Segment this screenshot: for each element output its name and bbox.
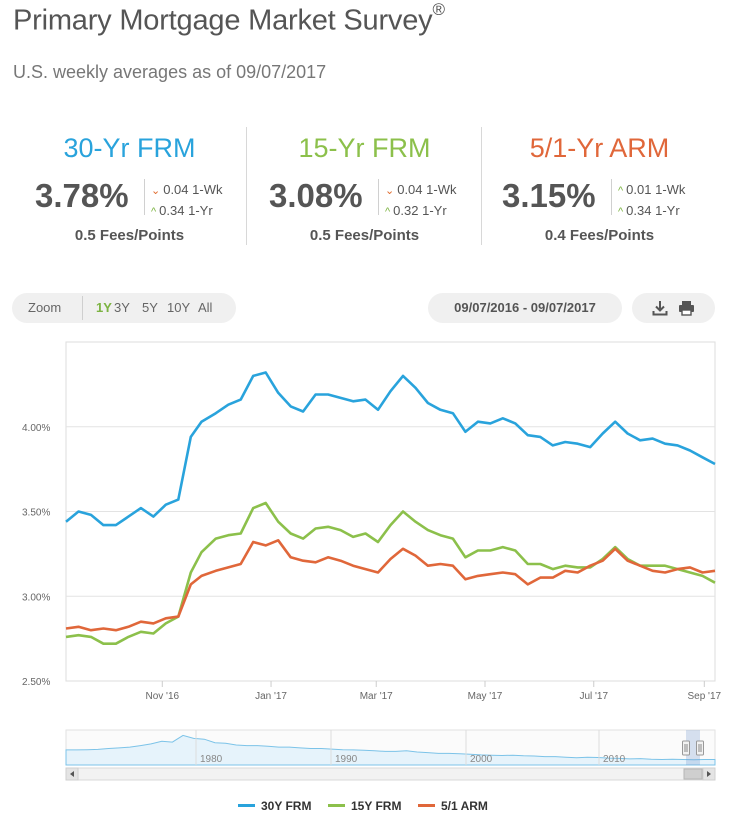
navigator-tick-label: 2010: [603, 754, 626, 765]
zoom-1y-button[interactable]: 1Y: [96, 300, 112, 315]
chart-grid: [65, 341, 716, 687]
zoom-divider: [82, 296, 83, 320]
x-tick-label: Jul '17: [579, 691, 608, 702]
chevron-up-icon: ^: [618, 185, 624, 197]
rate-changes: ^ 0.01 1-Wk ^ 0.34 1-Yr: [618, 180, 685, 222]
change-1yr-text: 0.34 1-Yr: [159, 203, 213, 218]
zoom-label: Zoom: [28, 300, 62, 315]
navigator-tick-label: 1990: [335, 754, 358, 765]
rate-divider: [144, 179, 145, 215]
navigator-tick-label: 2000: [470, 754, 493, 765]
y-tick-label: 4.00%: [22, 423, 50, 434]
chevron-up-icon: ^: [151, 206, 157, 218]
page-title: Primary Mortgage Market Survey®: [13, 0, 445, 38]
rate-card-separator: [246, 127, 247, 245]
change-1wk: ^ 0.01 1-Wk: [618, 180, 685, 201]
rate-card-5-1-arm: 5/1-Yr ARM 3.15% ^ 0.01 1-Wk ^ 0.34 1-Yr 0…: [483, 127, 716, 245]
chevron-down-icon: ⌄: [385, 185, 395, 197]
registered-mark: ®: [432, 0, 445, 19]
rate-value: 3.78%: [35, 177, 129, 214]
x-tick-label: May '17: [468, 691, 503, 702]
legend-label: 30Y FRM: [261, 799, 312, 813]
change-1yr: ^ 0.34 1-Yr: [618, 201, 685, 222]
download-icon[interactable]: [652, 300, 668, 316]
chevron-right-icon: [707, 771, 711, 777]
change-1wk-text: 0.01 1-Wk: [626, 182, 686, 197]
chart-legend: 30Y FRM 15Y FRM 5/1 ARM: [0, 795, 745, 819]
y-tick-label: 2.50%: [22, 677, 50, 688]
rate-value: 3.08%: [269, 177, 363, 214]
series-line-5-1-arm: [65, 539, 716, 632]
date-range-display[interactable]: 09/07/2016 - 09/07/2017: [428, 293, 622, 323]
series-line-30y-frm: [65, 371, 716, 527]
navigator-handle[interactable]: [682, 740, 690, 756]
navigator-selection[interactable]: [686, 730, 700, 765]
legend-item-30y-frm[interactable]: 30Y FRM: [238, 799, 311, 813]
chevron-down-icon: ⌄: [151, 185, 161, 197]
change-1yr: ^ 0.34 1-Yr: [151, 201, 222, 222]
page-subtitle: U.S. weekly averages as of 09/07/2017: [13, 62, 327, 82]
legend-item-15y-frm[interactable]: 15Y FRM: [328, 799, 401, 813]
x-tick-label: Jan '17: [255, 691, 287, 702]
zoom-selector: Zoom 1Y 3Y 5Y 10Y All: [12, 293, 236, 323]
legend-swatch: [418, 804, 435, 808]
rate-fees: 0.5 Fees/Points: [74, 227, 185, 244]
change-1yr-text: 0.34 1-Yr: [626, 203, 680, 218]
x-axis-labels: Nov '16 Jan '17 Mar '17 May '17 Jul '17 Sep '…: [145, 691, 721, 702]
change-1wk-text: 0.04 1-Wk: [397, 182, 457, 197]
x-tick-label: Sep '17: [687, 691, 721, 702]
rate-fees: 0.5 Fees/Points: [309, 227, 420, 244]
legend-label: 15Y FRM: [351, 799, 402, 813]
page-title-text: Primary Mortgage Market Survey: [13, 4, 433, 37]
rate-card-30yr-frm: 30-Yr FRM 3.78% ⌄ 0.04 1-Wk ^ 0.34 1-Yr 0.…: [13, 127, 246, 245]
y-tick-label: 3.50%: [22, 508, 50, 519]
chevron-left-icon: [70, 771, 74, 777]
legend-swatch: [328, 804, 345, 808]
chevron-up-icon: ^: [385, 206, 391, 218]
rate-name: 15-Yr FRM: [298, 133, 431, 163]
zoom-3y-button[interactable]: 3Y: [114, 300, 130, 315]
rate-divider: [611, 179, 612, 215]
change-1yr: ^ 0.32 1-Yr: [385, 201, 456, 222]
legend-item-5-1-arm[interactable]: 5/1 ARM: [418, 799, 488, 813]
change-1yr-text: 0.32 1-Yr: [393, 203, 447, 218]
zoom-5y-button[interactable]: 5Y: [142, 300, 158, 315]
rate-card-15yr-frm: 15-Yr FRM 3.08% ⌄ 0.04 1-Wk ^ 0.32 1-Yr 0.…: [248, 127, 481, 245]
y-tick-label: 3.00%: [22, 592, 50, 603]
chart-series: [65, 371, 716, 646]
change-1wk: ⌄ 0.04 1-Wk: [151, 180, 222, 201]
navigator-tick-label: 1980: [200, 754, 223, 765]
y-axis-labels: 2.50% 3.00% 3.50% 4.00%: [22, 423, 50, 688]
x-tick-label: Mar '17: [360, 691, 393, 702]
scrollbar-thumb[interactable]: [683, 768, 703, 780]
rate-name: 5/1-Yr ARM: [529, 133, 670, 163]
change-1wk: ⌄ 0.04 1-Wk: [385, 180, 456, 201]
zoom-10y-button[interactable]: 10Y: [167, 300, 191, 315]
rate-name: 30-Yr FRM: [63, 133, 196, 163]
legend-label: 5/1 ARM: [441, 799, 488, 813]
rate-changes: ⌄ 0.04 1-Wk ^ 0.34 1-Yr: [151, 180, 222, 222]
chevron-up-icon: ^: [618, 206, 624, 218]
mortgage-rate-chart: 2.50% 3.00% 3.50% 4.00% Nov '16 Jan '17 Mar '…: [22, 341, 722, 781]
navigator-handle[interactable]: [696, 740, 704, 756]
print-icon[interactable]: [678, 300, 695, 316]
zoom-all-button[interactable]: All: [198, 300, 213, 315]
change-1wk-text: 0.04 1-Wk: [163, 182, 223, 197]
scrollbar-track[interactable]: [65, 767, 716, 781]
navigator-series: [65, 734, 716, 766]
rate-changes: ⌄ 0.04 1-Wk ^ 0.32 1-Yr: [385, 180, 456, 222]
x-tick-label: Nov '16: [145, 691, 179, 702]
rate-fees: 0.4 Fees/Points: [544, 227, 655, 244]
navigator[interactable]: 1980 1990 2000 2010: [65, 729, 716, 781]
rate-card-separator: [481, 127, 482, 245]
rate-divider: [378, 179, 379, 215]
rate-value: 3.15%: [502, 177, 596, 214]
chart-tools: [632, 293, 715, 323]
legend-swatch: [238, 804, 255, 808]
